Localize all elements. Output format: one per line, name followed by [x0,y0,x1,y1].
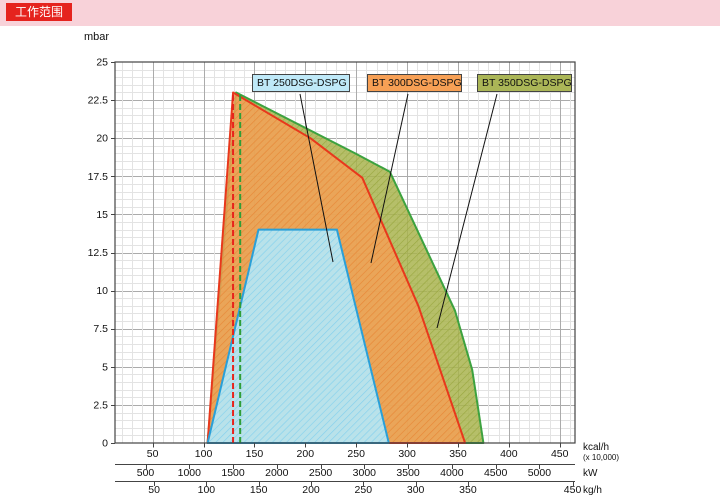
y-tick-label: 0 [102,438,108,450]
top-bar: 工作范围 [0,0,720,26]
x-tick-label-kcal: 250 [347,448,365,460]
x-tick-label-kW: 5000 [528,467,552,479]
x-tick-label-kcal: 450 [551,448,569,460]
y-tick-label: 20 [96,133,108,145]
x-tick-label-kg/h: 50 [148,484,160,496]
x-tick-label-kg/h: 350 [459,484,477,496]
y-tick-label: 25 [96,57,108,69]
y-axis-unit-label: mbar [84,31,110,43]
x-tick-label-kcal: 150 [246,448,264,460]
legend-bt-300dsg-dspg: BT 300DSG-DSPG [367,74,462,92]
x-tick-label-kcal: 200 [297,448,315,460]
x-axis-unit-kcal: kcal/h [583,442,609,453]
x-tick-label-kg/h: 250 [355,484,373,496]
x-tick-label-kW: 4500 [484,467,508,479]
x-tick-label-kcal: 300 [398,448,416,460]
x-tick-label-kW: 3500 [396,467,420,479]
x-tick-label-kcal: 350 [449,448,467,460]
legend-bt-350dsg-dspg: BT 350DSG-DSPG [477,74,572,92]
legend-label: BT 250DSG-DSPG [257,77,347,89]
x-tick-label-kW: 500 [137,467,155,479]
x-tick-label-kW: 1000 [178,467,202,479]
y-tick-label: 12.5 [88,247,109,259]
y-tick-label: 15 [96,209,108,221]
x-axis-unit-kg/h: kg/h [583,485,602,496]
legend-callout-0 [299,93,334,263]
x-tick-label-kcal: 50 [147,448,159,460]
x-tick-label-kW: 2000 [265,467,289,479]
x-tick-label-kcal: 100 [195,448,213,460]
y-tick-label: 5 [102,361,108,373]
x-tick-label-kg/h: 200 [302,484,320,496]
x-tick-label-kg/h: 450 [564,484,582,496]
x-axis-unit-kcal-sub: (x 10,000) [583,453,619,462]
x-tick-label-kg/h: 300 [407,484,425,496]
y-tick-label: 7.5 [93,323,108,335]
y-tick-label: 17.5 [88,171,109,183]
x-tick-label-kW: 4000 [440,467,464,479]
x-tick-label-kW: 3000 [353,467,377,479]
x-tick-label-kg/h: 100 [198,484,216,496]
page-title: 工作范围 [6,3,73,21]
x-tick-label-kcal: 400 [500,448,518,460]
y-tick-label: 22.5 [88,95,109,107]
legend-label: BT 300DSG-DSPG [372,77,462,89]
x-tick-label-kg/h: 150 [250,484,268,496]
x-axis-unit-kW: kW [583,468,598,479]
y-tick-label: 10 [96,285,108,297]
series-areas [206,91,485,444]
legend-bt-250dsg-dspg: BT 250DSG-DSPG [252,74,350,92]
legend-callout-1 [370,93,409,264]
legend-callout-2 [436,93,498,329]
y-tick-label: 2.5 [93,399,108,411]
x-tick-label-kW: 1500 [221,467,245,479]
legend-label: BT 350DSG-DSPG [482,77,572,89]
plot-border [114,61,576,444]
x-tick-label-kW: 2500 [309,467,333,479]
